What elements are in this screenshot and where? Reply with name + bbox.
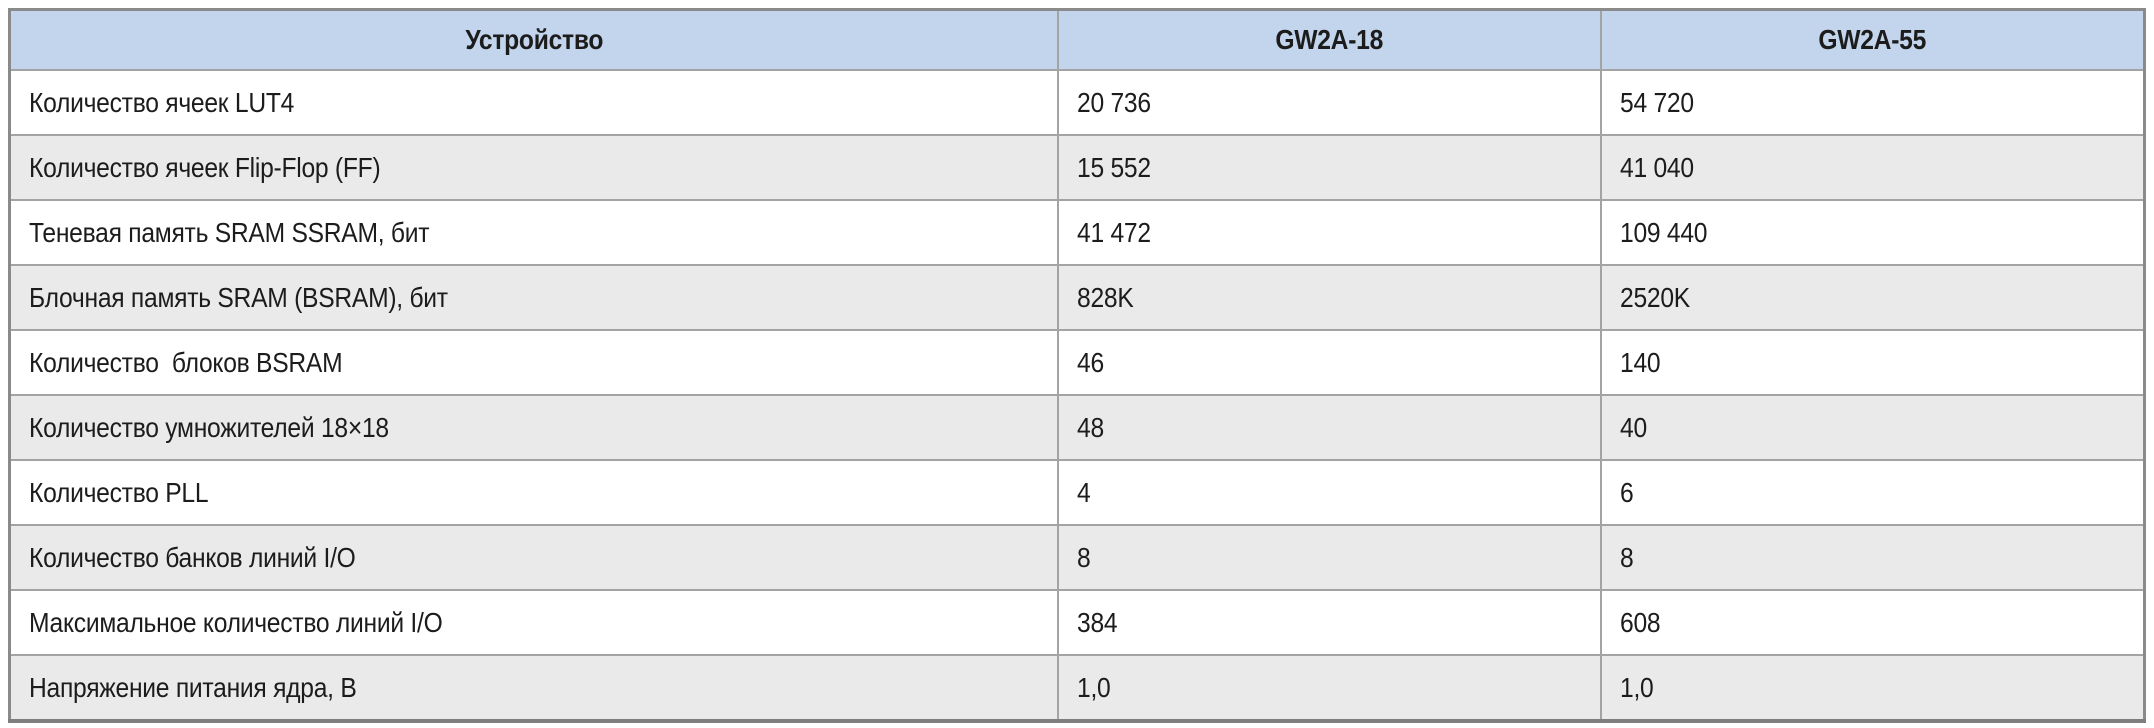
row-label-cell: Теневая память SRAM SSRAM, бит (8, 199, 1059, 266)
gw2a18-value-cell: 828K (1056, 264, 1603, 331)
row-label-cell: Количество PLL (8, 459, 1059, 526)
row-label: Количество банков линий I/O (29, 541, 356, 573)
gw2a18-value-cell: 20 736 (1056, 69, 1603, 136)
gw2a55-value-cell: 1,0 (1600, 654, 2146, 722)
table-row: Количество умножителей 18×18 48 40 (8, 394, 2146, 461)
row-label: Количество умножителей 18×18 (29, 411, 389, 443)
gw2a18-value: 8 (1076, 541, 1091, 573)
gw2a55-value: 6 (1620, 476, 1634, 508)
gw2a18-value: 15 552 (1076, 151, 1151, 183)
column-header-device-label: Устройство (464, 24, 603, 55)
row-label: Количество PLL (29, 476, 209, 508)
gw2a18-value: 1,0 (1076, 671, 1111, 703)
gw2a18-value-cell: 41 472 (1056, 199, 1603, 266)
gw2a18-value-cell: 46 (1056, 329, 1603, 396)
table-row: Количество ячеек Flip-Flop (FF) 15 552 4… (8, 134, 2146, 201)
gw2a55-value: 140 (1620, 346, 1661, 378)
gw2a18-value-cell: 1,0 (1056, 654, 1603, 722)
table-row: Количество блоков BSRAM 46 140 (8, 329, 2146, 396)
header-row: Устройство GW2A-18 GW2A-55 (8, 8, 2146, 71)
row-label-cell: Максимальное количество линий I/O (8, 589, 1059, 656)
gw2a55-value: 40 (1620, 411, 1648, 443)
column-header-gw2a18-label: GW2A-18 (1275, 24, 1384, 55)
row-label: Напряжение питания ядра, В (29, 671, 357, 703)
column-header-gw2a55-label: GW2A-55 (1818, 24, 1927, 55)
gw2a18-value: 48 (1076, 411, 1104, 443)
row-label-cell: Количество ячеек Flip-Flop (FF) (8, 134, 1059, 201)
row-label: Блочная память SRAM (BSRAM), бит (29, 281, 448, 313)
table-row: Блочная память SRAM (BSRAM), бит 828K 25… (8, 264, 2146, 331)
gw2a18-value: 384 (1076, 606, 1118, 638)
table-row: Количество банков линий I/O 8 8 (8, 524, 2146, 591)
gw2a55-value-cell: 2520K (1600, 264, 2146, 331)
gw2a55-value-cell: 8 (1600, 524, 2146, 591)
gw2a18-value: 4 (1076, 476, 1091, 508)
row-label-cell: Количество банков линий I/O (8, 524, 1059, 591)
gw2a55-value-cell: 140 (1600, 329, 2146, 396)
row-label-cell: Количество ячеек LUT4 (8, 69, 1059, 136)
row-label-cell: Блочная память SRAM (BSRAM), бит (8, 264, 1059, 331)
column-header-gw2a18: GW2A-18 (1056, 8, 1603, 71)
gw2a55-value: 1,0 (1620, 671, 1654, 703)
row-label: Максимальное количество линий I/O (29, 606, 443, 638)
table-row: Количество PLL 4 6 (8, 459, 2146, 526)
table-row: Максимальное количество линий I/O 384 60… (8, 589, 2146, 656)
column-header-device: Устройство (8, 8, 1059, 71)
row-label-cell: Количество блоков BSRAM (8, 329, 1059, 396)
row-label-cell: Количество умножителей 18×18 (8, 394, 1059, 461)
gw2a55-value-cell: 40 (1600, 394, 2146, 461)
gw2a55-value: 41 040 (1620, 151, 1694, 183)
gw2a18-value-cell: 15 552 (1056, 134, 1603, 201)
row-label: Количество ячеек Flip-Flop (FF) (29, 151, 381, 183)
table-row: Количество ячеек LUT4 20 736 54 720 (8, 69, 2146, 136)
fpga-specs-table: Устройство GW2A-18 GW2A-55 Количество яч… (8, 8, 2146, 723)
row-label: Теневая память SRAM SSRAM, бит (29, 216, 430, 248)
row-label-cell: Напряжение питания ядра, В (8, 654, 1059, 722)
gw2a55-value-cell: 608 (1600, 589, 2146, 656)
gw2a55-value-cell: 54 720 (1600, 69, 2146, 136)
table-row: Напряжение питания ядра, В 1,0 1,0 (8, 654, 2146, 722)
gw2a55-value-cell: 6 (1600, 459, 2146, 526)
column-header-gw2a55: GW2A-55 (1600, 8, 2146, 71)
gw2a55-value: 2520K (1620, 281, 1691, 313)
fpga-specs-table-container: Устройство GW2A-18 GW2A-55 Количество яч… (8, 8, 2146, 723)
gw2a18-value: 41 472 (1076, 216, 1151, 248)
gw2a18-value-cell: 4 (1056, 459, 1603, 526)
gw2a55-value: 109 440 (1620, 216, 1708, 248)
gw2a18-value-cell: 384 (1056, 589, 1603, 656)
row-label: Количество ячеек LUT4 (29, 86, 295, 118)
table-row: Теневая память SRAM SSRAM, бит 41 472 10… (8, 199, 2146, 266)
gw2a55-value: 8 (1620, 541, 1634, 573)
gw2a55-value-cell: 41 040 (1600, 134, 2146, 201)
gw2a18-value: 828K (1076, 281, 1134, 313)
gw2a18-value-cell: 48 (1056, 394, 1603, 461)
gw2a55-value: 54 720 (1620, 86, 1694, 118)
gw2a18-value: 46 (1076, 346, 1104, 378)
gw2a55-value-cell: 109 440 (1600, 199, 2146, 266)
gw2a18-value-cell: 8 (1056, 524, 1603, 591)
row-label: Количество блоков BSRAM (29, 346, 343, 378)
gw2a55-value: 608 (1620, 606, 1661, 638)
gw2a18-value: 20 736 (1076, 86, 1151, 118)
